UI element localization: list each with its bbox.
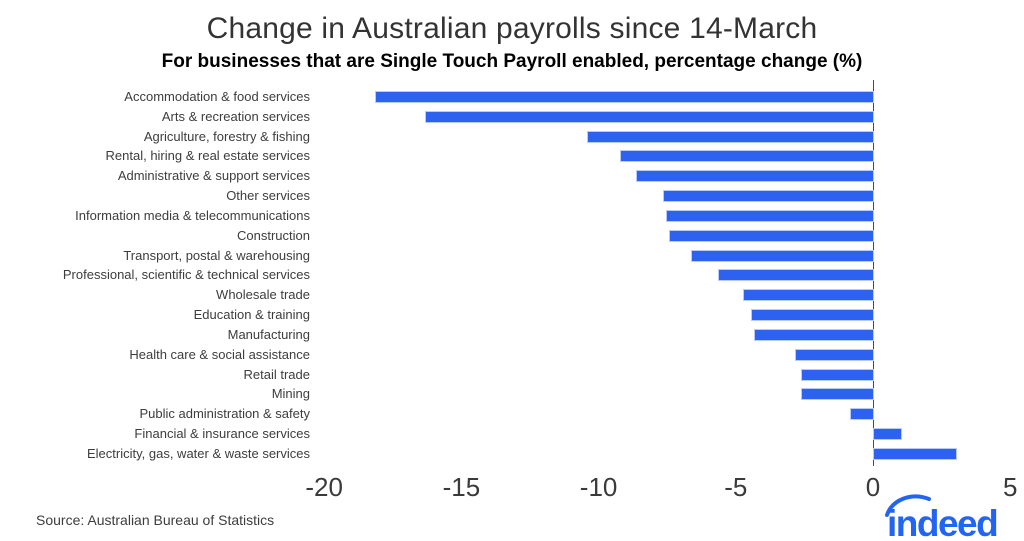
bar: [755, 329, 873, 340]
category-label: Other services: [226, 188, 310, 204]
x-tick-label: -5: [724, 472, 748, 502]
category-label: Administrative & support services: [117, 168, 310, 184]
category-label: Electricity, gas, water & waste services: [87, 445, 310, 461]
category-label: Education & training: [193, 307, 310, 323]
bar: [620, 151, 873, 162]
bar: [752, 310, 873, 321]
bar: [719, 270, 873, 281]
chart-title: Change in Australian payrolls since 14-M…: [206, 12, 818, 45]
bar: [744, 290, 873, 301]
indeed-swoosh-icon: [885, 494, 931, 517]
category-label: Information media & telecommunications: [75, 207, 310, 223]
category-label: Transport, postal & warehousing: [123, 247, 310, 263]
category-label: Health care & social assistance: [129, 346, 310, 362]
x-tick-label: -20: [305, 472, 343, 502]
category-label: Rental, hiring & real estate services: [105, 148, 310, 164]
bar: [664, 191, 873, 202]
bar: [874, 429, 902, 440]
category-label: Mining: [271, 386, 310, 402]
category-label: Financial & insurance services: [134, 426, 310, 442]
x-tick-label: 5: [1002, 472, 1018, 502]
source-note: Source: Australian Bureau of Statistics: [36, 512, 275, 528]
bar: [669, 230, 873, 241]
indeed-logo: indeed: [885, 494, 999, 540]
x-tick-label: -15: [442, 472, 481, 502]
category-label: Arts & recreation services: [161, 108, 310, 124]
bar: [801, 369, 873, 380]
x-tick-label: -10: [579, 472, 618, 502]
category-label: Retail trade: [243, 366, 310, 382]
bar: [691, 250, 873, 261]
category-label: Manufacturing: [227, 326, 310, 342]
bar: [874, 448, 957, 459]
zero-axis-line: [873, 80, 874, 466]
category-label: Accommodation & food services: [124, 89, 310, 104]
x-tick-label: 0: [865, 472, 881, 502]
bar: [376, 92, 873, 102]
chart-subtitle: For businesses that are Single Touch Pay…: [161, 51, 863, 72]
category-label: Agriculture, forestry & fishing: [143, 128, 310, 144]
bar: [637, 171, 873, 182]
category-label: Wholesale trade: [216, 287, 310, 303]
bar: [425, 111, 873, 122]
bar: [851, 409, 873, 420]
bar: [587, 131, 873, 142]
category-label: Public administration & safety: [139, 406, 310, 422]
indeed-logo-text: indeed: [887, 503, 997, 540]
bar: [667, 210, 873, 221]
bar: [801, 389, 873, 400]
bar: [796, 349, 873, 360]
category-label: Professional, scientific & technical ser…: [62, 267, 310, 283]
category-label: Construction: [237, 227, 310, 243]
